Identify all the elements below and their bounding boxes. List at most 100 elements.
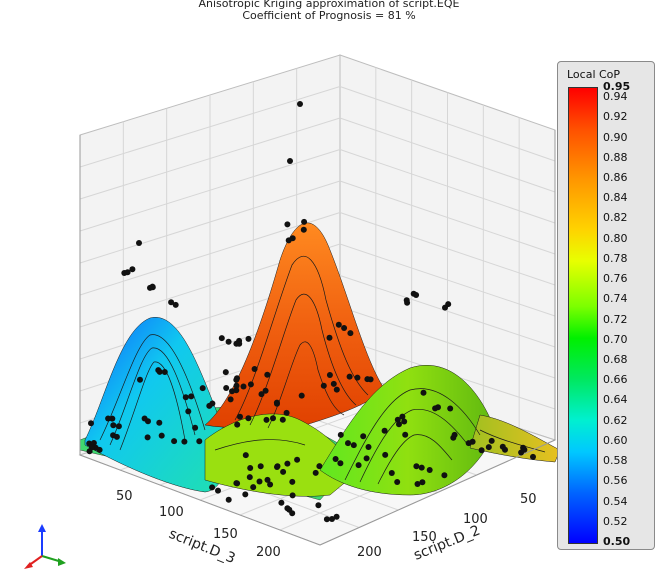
sample-point: [225, 338, 232, 345]
sample-point: [137, 376, 143, 383]
sample-point: [161, 369, 168, 375]
sample-point: [478, 447, 485, 454]
colorbar-tick-label: 0.62: [603, 413, 628, 427]
sample-point: [289, 510, 296, 517]
colorbar-tick-label: 0.76: [603, 272, 628, 286]
colorbar-tick-label: 0.82: [603, 211, 628, 225]
colorbar-tick-label: 0.70: [603, 332, 628, 346]
sample-point: [182, 394, 189, 401]
sample-point: [109, 415, 116, 422]
sample-point: [298, 392, 305, 399]
sample-point: [289, 235, 296, 242]
sample-point: [247, 465, 254, 471]
colorbar-tick-label: 0.60: [603, 433, 628, 447]
sample-point: [258, 391, 265, 398]
sample-point: [96, 446, 103, 453]
sample-point: [330, 380, 337, 387]
sample-point: [245, 335, 252, 342]
sample-point: [283, 409, 290, 416]
sample-point: [350, 442, 357, 449]
colorbar-tick-label: 0.94: [603, 90, 628, 104]
x-tick-150: 150: [213, 527, 238, 542]
sample-point: [264, 476, 271, 483]
sample-point: [326, 334, 333, 341]
sample-point: [234, 480, 241, 487]
colorbar-legend: Local CoP 0.95 0.94 0.92 0.90 0.88 0.86 0.84 0.…: [557, 61, 655, 550]
sample-point: [394, 416, 401, 423]
sample-point: [289, 478, 296, 485]
sample-point: [502, 446, 508, 453]
chart-subtitle: Coefficient of Prognosis = 81 %: [242, 9, 416, 22]
sample-point: [294, 456, 301, 463]
sample-point: [364, 376, 371, 383]
sample-point: [234, 375, 240, 382]
sample-point: [209, 484, 216, 491]
sample-point: [435, 404, 441, 411]
sample-point: [284, 460, 291, 467]
sample-point: [333, 513, 340, 520]
sample-point: [360, 433, 367, 440]
colorbar-tick-label: 0.92: [603, 110, 628, 124]
sample-point: [332, 456, 339, 462]
sample-point: [382, 451, 389, 458]
sample-point: [521, 446, 528, 453]
sample-point: [346, 373, 353, 380]
sample-point: [233, 382, 240, 389]
sample-point: [320, 382, 327, 389]
sample-point: [251, 366, 258, 372]
sample-point: [354, 374, 361, 381]
sample-point: [223, 385, 230, 391]
colorbar-tick-label: 0.56: [603, 474, 628, 488]
colorbar-tick-label: 0.68: [603, 353, 628, 366]
sample-point: [105, 415, 112, 422]
y-tick-200: 200: [357, 545, 382, 560]
sample-point: [218, 335, 225, 342]
sample-point: [345, 440, 351, 447]
sample-point: [113, 433, 120, 440]
sample-point: [323, 516, 330, 523]
box-edges: [79, 130, 556, 546]
y-tick-100: 100: [463, 512, 488, 527]
sample-point: [227, 396, 234, 403]
sample-point: [280, 468, 287, 475]
sample-point: [188, 393, 195, 400]
sample-point: [240, 383, 247, 390]
sample-point: [312, 469, 319, 476]
sample-point: [278, 499, 285, 506]
sample-point: [225, 496, 232, 503]
sample-point: [158, 432, 165, 439]
sample-point: [86, 448, 93, 455]
sample-point: [206, 402, 213, 409]
sample-point: [326, 372, 333, 378]
sample-point: [335, 321, 342, 328]
orientation-triad-icon: [24, 524, 66, 569]
sample-point: [129, 266, 136, 273]
surface: [79, 222, 561, 501]
sample-point: [396, 421, 402, 428]
x-tick-50: 50: [116, 489, 133, 504]
sample-point: [242, 491, 249, 498]
sample-point: [465, 440, 472, 447]
sample-point: [399, 413, 406, 420]
sample-point: [88, 420, 94, 427]
colorbar-tick-label: 0.95: [603, 80, 631, 93]
sample-point: [447, 405, 454, 412]
sample-point: [413, 292, 420, 298]
colorbar-tick-label: 0.90: [603, 130, 628, 144]
sample-point: [414, 481, 421, 487]
colorbar-gradient: [568, 87, 598, 544]
sample-point: [110, 422, 117, 429]
sample-point: [144, 434, 151, 441]
sample-point: [124, 269, 131, 276]
colorbar-title: Local CoP: [567, 68, 621, 81]
sample-point: [289, 492, 296, 499]
sample-point: [426, 467, 433, 473]
sample-point: [172, 301, 179, 308]
sample-point: [264, 371, 271, 378]
sample-point: [256, 478, 263, 485]
sample-point: [403, 297, 410, 304]
colorbar-tick-label: 0.54: [603, 494, 628, 508]
sample-point: [257, 463, 264, 470]
sample-point: [267, 481, 274, 488]
